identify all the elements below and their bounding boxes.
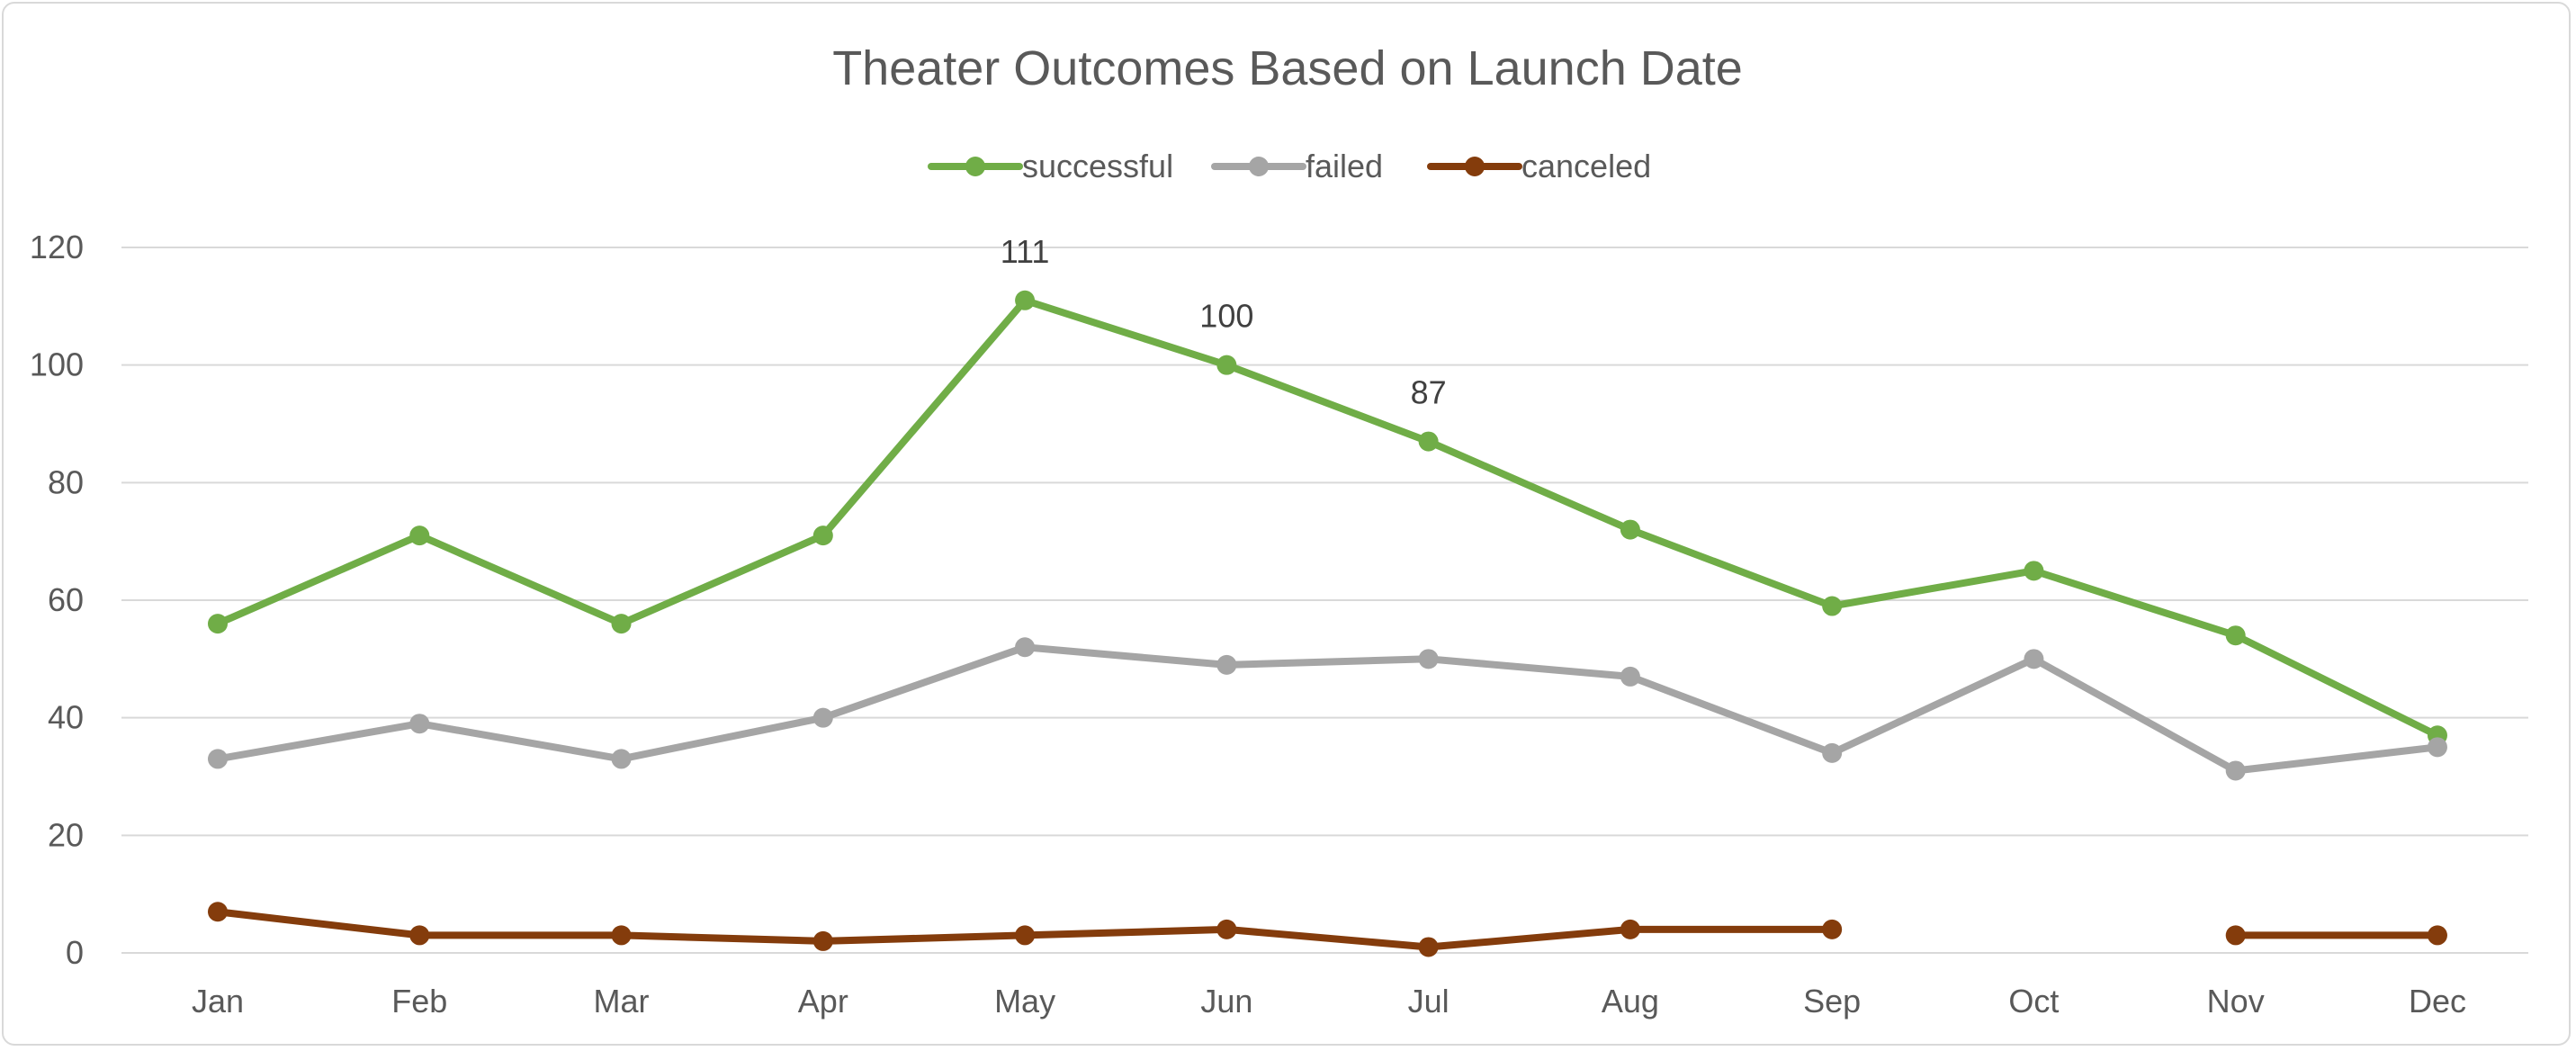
data-point-successful [1015, 290, 1036, 310]
data-point-failed [2225, 760, 2246, 781]
data-point-canceled [1418, 937, 1439, 957]
x-tick-label: Dec [2409, 983, 2466, 1020]
data-point-failed [2427, 737, 2447, 758]
data-point-successful [1418, 431, 1439, 452]
data-point-canceled [611, 925, 632, 946]
y-tick-label: 20 [48, 816, 84, 853]
chart-data-labels: 111 100 87 [1001, 233, 1447, 411]
legend-swatch-marker [1465, 157, 1485, 176]
x-tick-label: Aug [1602, 983, 1659, 1020]
x-tick-label: Feb [391, 983, 447, 1020]
data-point-failed [812, 707, 833, 728]
legend-item-canceled: canceled [1427, 148, 1651, 184]
series-successful [208, 290, 2447, 746]
data-point-failed [208, 749, 228, 769]
chart-gridlines [121, 247, 2528, 954]
data-point-failed [611, 749, 632, 769]
data-point-failed [1418, 649, 1439, 669]
data-point-canceled [1015, 925, 1036, 946]
x-tick-label: Jun [1200, 983, 1252, 1020]
x-tick-label: Sep [1803, 983, 1861, 1020]
data-point-failed [1620, 666, 1640, 687]
x-tick-label: Mar [594, 983, 650, 1020]
chart-series [208, 290, 2447, 957]
chart-title: Theater Outcomes Based on Launch Date [832, 41, 1743, 95]
data-point-successful [812, 526, 833, 546]
data-label: 111 [1001, 233, 1050, 270]
series-line-successful [214, 296, 2441, 740]
legend-item-failed: failed [1211, 148, 1383, 184]
legend-label: failed [1306, 148, 1383, 184]
y-tick-label: 0 [66, 934, 84, 971]
data-point-failed [1015, 637, 1036, 658]
data-point-canceled [1822, 919, 1843, 939]
y-axis-tick-labels: 0 20 40 60 80 100 120 [30, 229, 84, 971]
series-line-failed [214, 643, 2441, 775]
legend-swatch-marker [1249, 157, 1269, 176]
data-point-successful [208, 614, 228, 634]
x-tick-label: Nov [2207, 983, 2265, 1020]
y-tick-label: 80 [48, 463, 84, 500]
data-point-canceled [1620, 919, 1640, 939]
data-point-successful [2024, 561, 2044, 581]
data-point-failed [2024, 649, 2044, 669]
y-tick-label: 60 [48, 581, 84, 618]
data-point-canceled [812, 930, 833, 951]
data-point-successful [409, 526, 430, 546]
x-tick-label: Jan [192, 983, 244, 1020]
data-label: 100 [1199, 298, 1253, 335]
y-tick-label: 120 [30, 229, 84, 265]
y-tick-label: 100 [30, 346, 84, 383]
data-point-canceled [2225, 925, 2246, 946]
legend-item-successful: successful [928, 148, 1173, 184]
chart-legend: successful failed canceled [928, 148, 1651, 184]
data-point-successful [1216, 355, 1237, 375]
x-tick-label: Apr [798, 983, 848, 1020]
data-point-successful [1822, 596, 1843, 616]
y-tick-label: 40 [48, 699, 84, 736]
data-point-failed [1216, 654, 1237, 675]
legend-swatch-marker [965, 157, 985, 176]
series-failed [208, 637, 2447, 781]
x-tick-label: Jul [1408, 983, 1450, 1020]
data-point-successful [611, 614, 632, 634]
data-point-failed [1822, 742, 1843, 763]
x-axis-tick-labels: Jan Feb Mar Apr May Jun Jul Aug Sep Oct Nov Dec [192, 983, 2466, 1020]
data-point-canceled [409, 925, 430, 946]
data-point-successful [2225, 625, 2246, 646]
legend-label: canceled [1521, 148, 1651, 184]
series-canceled [208, 902, 2447, 957]
data-point-canceled [2427, 925, 2447, 946]
data-point-canceled [208, 902, 228, 922]
data-label: 87 [1411, 374, 1447, 411]
data-point-successful [1620, 519, 1640, 540]
data-point-canceled [1216, 919, 1237, 939]
x-tick-label: May [994, 983, 1055, 1020]
data-point-failed [409, 714, 430, 734]
legend-label: successful [1022, 148, 1173, 184]
x-tick-label: Oct [2008, 983, 2059, 1020]
